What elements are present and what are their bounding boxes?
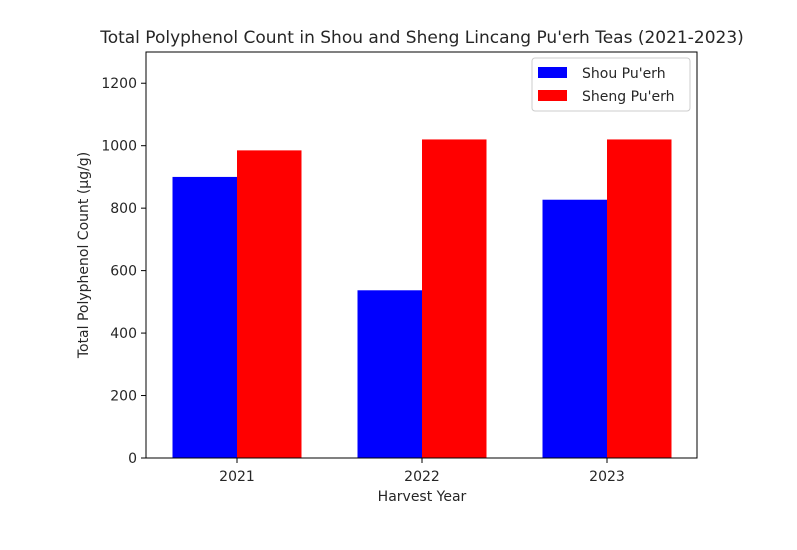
bar-shou-2021 (172, 176, 237, 458)
legend-swatch-sheng (538, 90, 567, 101)
y-axis-label: Total Polyphenol Count (µg/g) (76, 152, 92, 359)
legend-label-sheng: Sheng Pu'erh (582, 89, 675, 105)
bar-sheng-2023 (607, 139, 672, 458)
x-tick-label: 2021 (219, 469, 255, 485)
bar-sheng-2021 (237, 150, 302, 458)
bar-shou-2023 (542, 199, 607, 458)
y-tick-label: 200 (110, 389, 137, 405)
y-tick-label: 800 (110, 201, 137, 217)
x-axis-label: Harvest Year (378, 489, 467, 505)
x-axis: 2021 2022 2023 (219, 458, 625, 485)
legend-swatch-shou (538, 67, 567, 78)
y-tick-label: 0 (128, 451, 137, 467)
legend-box (531, 57, 691, 112)
y-tick-label: 1200 (101, 76, 137, 92)
legend-label-shou: Shou Pu'erh (582, 66, 666, 82)
bar-sheng-2022 (422, 139, 487, 458)
bars (172, 139, 672, 458)
y-tick-label: 1000 (101, 139, 137, 155)
y-axis: 0 200 400 600 800 1000 1200 (101, 76, 146, 467)
y-tick-label: 600 (110, 264, 137, 280)
x-tick-label: 2023 (589, 469, 625, 485)
legend: Shou Pu'erh Sheng Pu'erh (531, 57, 691, 112)
y-tick-label: 400 (110, 326, 137, 342)
plot-frame (145, 51, 698, 459)
bar-shou-2022 (357, 290, 422, 458)
x-tick-label: 2022 (404, 469, 440, 485)
chart-title: Total Polyphenol Count in Shou and Sheng… (99, 28, 744, 48)
